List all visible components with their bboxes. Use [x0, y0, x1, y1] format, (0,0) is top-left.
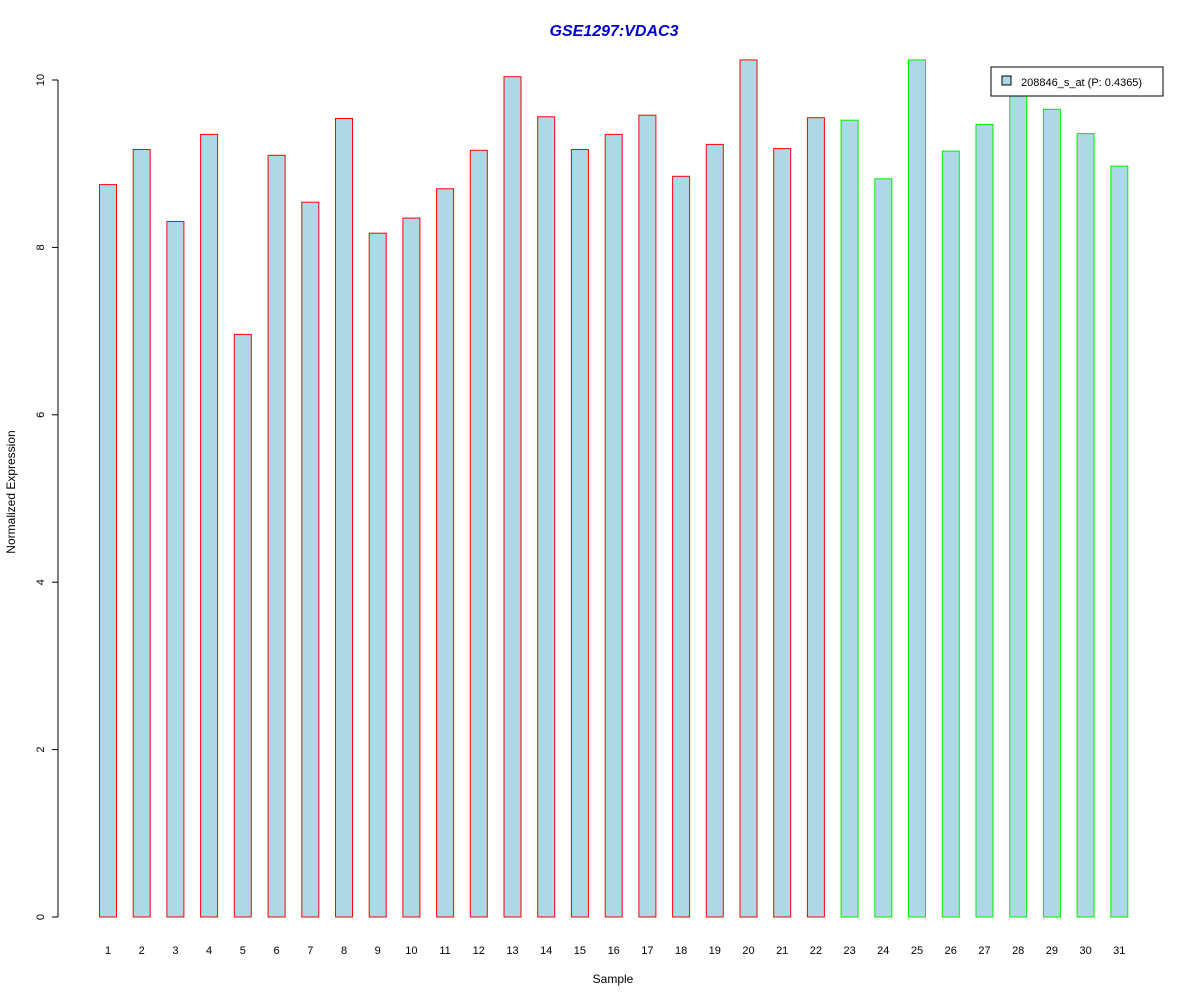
bar	[267, 154, 286, 918]
bar	[773, 148, 792, 918]
x-tick-label: 30	[1079, 945, 1091, 957]
x-tick-label: 11	[439, 945, 450, 957]
legend-swatch	[1001, 75, 1012, 86]
bar	[975, 123, 994, 918]
chart-title: GSE1297:VDAC3	[550, 23, 679, 40]
x-tick-label: 23	[843, 945, 855, 957]
x-tick-label: 18	[675, 945, 687, 957]
x-tick-label: 12	[473, 945, 485, 957]
bars	[99, 59, 1129, 918]
x-tick-label: 9	[375, 945, 381, 957]
bar	[166, 221, 185, 918]
x-tick-label: 8	[341, 945, 347, 957]
bar	[705, 143, 724, 918]
x-tick-label: 13	[506, 945, 518, 957]
x-tick-label: 10	[405, 945, 417, 957]
x-tick-label: 24	[877, 945, 889, 957]
bar	[200, 133, 219, 918]
x-tick-label: 22	[810, 945, 822, 957]
y-axis-label: Normalized Expression	[4, 430, 18, 553]
x-tick-label: 31	[1113, 945, 1125, 957]
y-tick-label: 8	[35, 244, 47, 250]
x-tick-label: 28	[1012, 945, 1024, 957]
bar	[503, 76, 522, 918]
bar	[402, 217, 421, 918]
x-tick-label: 26	[945, 945, 957, 957]
bar	[1076, 133, 1095, 918]
y-tick-label: 2	[35, 747, 47, 753]
bar	[638, 114, 657, 918]
x-tick-label: 2	[139, 945, 145, 957]
x-tick-label: 6	[274, 945, 280, 957]
y-tick-label: 4	[35, 579, 47, 585]
x-tick-label: 4	[206, 945, 212, 957]
bar	[469, 149, 488, 918]
bar	[436, 188, 455, 918]
x-tick-label: 3	[172, 945, 178, 957]
x-tick-label: 21	[776, 945, 788, 957]
bar	[233, 333, 252, 918]
legend: 208846_s_at (P: 0.4365)	[990, 66, 1164, 97]
legend-label: 208846_s_at (P: 0.4365)	[1021, 77, 1142, 89]
y-tick-label: 0	[35, 914, 47, 920]
bar	[1042, 108, 1061, 918]
bar	[537, 116, 556, 918]
bar	[908, 59, 926, 918]
x-tick-label: 15	[574, 945, 586, 957]
x-tick-label: 29	[1046, 945, 1058, 957]
bar	[604, 133, 623, 918]
bar	[874, 178, 893, 918]
y-tick-label: 10	[35, 74, 47, 86]
x-tick-label: 25	[911, 945, 923, 957]
x-tick-label: 19	[709, 945, 721, 957]
legend-box	[990, 66, 1164, 97]
bar	[941, 150, 960, 918]
x-tick-label: 1	[105, 945, 111, 957]
bar	[1009, 91, 1028, 918]
bar	[672, 175, 691, 918]
bar	[739, 59, 758, 918]
bar	[335, 118, 353, 918]
x-tick-label: 27	[978, 945, 990, 957]
x-tick-label: 5	[240, 945, 246, 957]
x-tick-label: 17	[641, 945, 653, 957]
x-tick-labels: 1 2 3 4 5 6 7 8 9 10 11 12 13 14 15 16 17 18 19 20 21 22 23 24 2…	[105, 945, 1125, 957]
bar	[1110, 165, 1129, 918]
x-tick-label: 20	[742, 945, 754, 957]
bar	[99, 184, 117, 918]
y-tick-label: 6	[35, 412, 47, 418]
bar	[806, 117, 825, 918]
x-tick-label: 14	[540, 945, 552, 957]
y-axis: 0 2 4 6 8 10	[35, 74, 59, 920]
bar	[570, 149, 589, 918]
x-tick-label: 16	[608, 945, 620, 957]
bar	[840, 119, 859, 918]
bar	[301, 201, 320, 918]
bar	[368, 232, 387, 918]
x-tick-label: 7	[307, 945, 313, 957]
x-axis-label: Sample	[593, 972, 634, 986]
bar	[132, 149, 151, 918]
